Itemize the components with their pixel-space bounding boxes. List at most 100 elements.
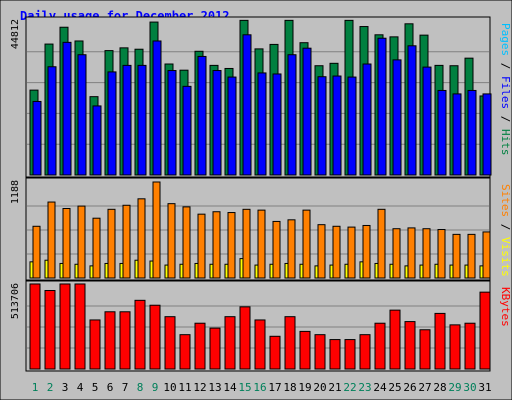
bar-files-day-3 [62, 41, 72, 176]
x-tick-label-13: 13 [208, 381, 221, 394]
x-tick-label-25: 25 [388, 381, 401, 394]
bar-kbytes-day-24 [374, 322, 386, 370]
legend-visits-sites: Sites / Visits [499, 184, 512, 277]
bar-sites-day-2 [47, 201, 56, 279]
legend-item: / [499, 56, 512, 76]
bar-kbytes-day-20 [314, 334, 326, 370]
x-tick-label-30: 30 [463, 381, 476, 394]
x-tick-label-31: 31 [478, 381, 491, 394]
bar-sites-day-19 [302, 209, 311, 279]
x-axis-labels: 1 2 3 4 5 6 7 8 9 10 11 12 13 14 15 16 17 18 19 20 21 22 23 24 2… [32, 381, 492, 394]
bar-files-day-9 [152, 40, 162, 176]
panel-visits-sites: 1188 Sites / Visits [10, 177, 512, 281]
bar-files-day-25 [392, 59, 402, 176]
bar-sites-day-27 [422, 228, 431, 279]
bar-files-day-10 [167, 70, 177, 176]
x-tick-label-14: 14 [223, 381, 237, 394]
bar-files-day-1 [32, 100, 42, 176]
bar-sites-day-16 [257, 209, 266, 279]
x-tick-label-27: 27 [418, 381, 431, 394]
bar-kbytes-day-25 [389, 309, 401, 370]
x-tick-label-10: 10 [163, 381, 176, 394]
bar-sites-day-31 [482, 231, 491, 279]
bar-kbytes-day-29 [449, 324, 461, 370]
x-tick-label-20: 20 [313, 381, 326, 394]
bar-kbytes-day-28 [434, 312, 446, 370]
bar-sites-day-21 [332, 225, 341, 279]
bar-kbytes-day-1 [29, 283, 41, 370]
bar-sites-day-13 [212, 211, 221, 279]
legend-item: Visits [499, 237, 512, 277]
x-tick-label-19: 19 [298, 381, 311, 394]
bar-files-day-20 [317, 76, 327, 176]
bar-kbytes-day-6 [104, 311, 116, 370]
bar-sites-day-30 [467, 233, 476, 279]
bar-kbytes-day-5 [89, 319, 101, 370]
x-tick-label-6: 6 [107, 381, 114, 394]
bar-sites-day-1 [32, 225, 41, 279]
bar-files-day-13 [212, 70, 222, 176]
bar-sites-day-6 [107, 208, 116, 279]
bar-sites-day-5 [92, 217, 101, 279]
x-tick-label-4: 4 [77, 381, 84, 394]
x-tick-label-2: 2 [47, 381, 54, 394]
y-max-label: 44812 [10, 19, 21, 49]
x-tick-label-9: 9 [152, 381, 159, 394]
bar-sites-day-4 [77, 205, 86, 279]
x-tick-label-8: 8 [137, 381, 144, 394]
bar-sites-day-29 [452, 233, 461, 279]
bar-files-day-27 [422, 66, 432, 176]
legend-item: Pages [499, 23, 512, 56]
x-tick-label-28: 28 [433, 381, 446, 394]
bar-files-day-16 [257, 72, 267, 176]
bar-kbytes-day-11 [179, 334, 191, 370]
x-tick-label-24: 24 [373, 381, 387, 394]
bar-kbytes-day-31 [479, 291, 491, 370]
x-tick-label-29: 29 [448, 381, 461, 394]
x-tick-label-3: 3 [62, 381, 69, 394]
legend-item: Files [499, 76, 512, 109]
x-tick-label-17: 17 [268, 381, 281, 394]
bar-sites-day-26 [407, 227, 416, 279]
panel-kbytes: 513706 KBytes [10, 280, 512, 372]
bar-files-day-28 [437, 89, 447, 176]
bar-files-day-15 [242, 34, 252, 176]
bar-kbytes-day-15 [239, 306, 251, 370]
bar-kbytes-day-9 [149, 304, 161, 370]
bar-files-day-26 [407, 45, 417, 176]
bar-kbytes-day-10 [164, 316, 176, 370]
bar-kbytes-day-26 [404, 321, 416, 370]
panel-hits-files-pages: 44812 Pages / Files / Hits [10, 16, 512, 178]
legend-hits-files-pages: Pages / Files / Hits [499, 23, 512, 156]
x-tick-label-7: 7 [122, 381, 129, 394]
legend-item: Hits [499, 129, 512, 156]
bar-files-day-24 [377, 37, 387, 176]
x-tick-label-1: 1 [32, 381, 39, 394]
bar-kbytes-day-8 [134, 299, 146, 370]
bar-files-day-7 [122, 64, 132, 176]
x-tick-label-16: 16 [253, 381, 266, 394]
bar-files-day-12 [197, 55, 207, 176]
x-tick-label-22: 22 [343, 381, 356, 394]
bar-sites-day-25 [392, 228, 401, 279]
x-tick-label-26: 26 [403, 381, 416, 394]
bar-files-day-29 [452, 93, 462, 176]
x-tick-label-18: 18 [283, 381, 296, 394]
y-max-label: 1188 [10, 180, 21, 204]
bar-sites-day-18 [287, 219, 296, 279]
bar-files-day-6 [107, 71, 117, 176]
y-max-label: 513706 [10, 283, 21, 319]
bar-sites-day-24 [377, 208, 386, 279]
bar-kbytes-day-4 [74, 283, 86, 370]
bar-kbytes-day-21 [329, 339, 341, 370]
x-tick-label-21: 21 [328, 381, 341, 394]
legend-item: KBytes [499, 287, 512, 327]
bar-kbytes-day-19 [299, 330, 311, 370]
bar-files-day-22 [347, 76, 357, 176]
bar-sites-day-15 [242, 208, 251, 279]
bar-files-day-2 [47, 66, 57, 176]
bar-kbytes-day-12 [194, 322, 206, 370]
bar-sites-day-20 [317, 224, 326, 279]
bar-sites-day-10 [167, 203, 176, 279]
